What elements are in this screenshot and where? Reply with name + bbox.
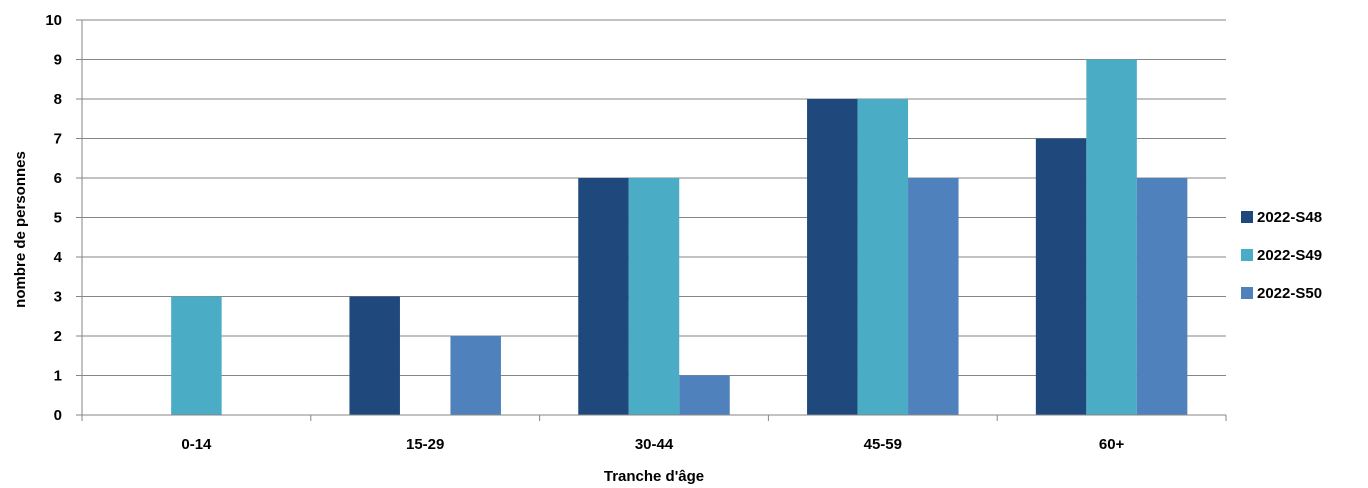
- y-tick-label: 10: [45, 12, 62, 29]
- legend-label: 2022-S48: [1257, 209, 1322, 226]
- y-tick-label: 7: [54, 131, 62, 148]
- bar: [679, 375, 730, 415]
- bar: [1136, 178, 1188, 415]
- bar: [1035, 138, 1087, 415]
- axes: [81, 20, 1227, 421]
- y-tick-label: 2: [54, 328, 62, 345]
- y-tick-label: 0: [54, 407, 62, 424]
- y-tick-label: 1: [54, 368, 62, 385]
- bars: [171, 59, 1188, 415]
- legend-label: 2022-S49: [1257, 247, 1322, 264]
- legend-swatch: [1241, 211, 1253, 223]
- bar: [908, 178, 959, 415]
- y-tick-label: 8: [54, 91, 62, 108]
- x-tick-labels: 0-14 15-29 30-44 45-59 60+: [181, 436, 1124, 453]
- x-tick-label: 0-14: [181, 436, 212, 453]
- x-tick-label: 30-44: [635, 436, 674, 453]
- bar: [578, 178, 629, 415]
- bar: [807, 99, 858, 415]
- bar: [857, 99, 909, 415]
- x-tick-label: 15-29: [406, 436, 444, 453]
- bar: [1086, 59, 1137, 415]
- legend-swatch: [1241, 249, 1253, 261]
- x-tick-label: 45-59: [864, 436, 902, 453]
- bar: [171, 296, 222, 415]
- bar: [628, 178, 680, 415]
- bar: [450, 336, 501, 415]
- y-tick-label: 4: [54, 249, 63, 266]
- y-tick-label: 5: [54, 210, 62, 227]
- y-tick-label: 9: [54, 52, 62, 69]
- legend-swatch: [1241, 287, 1253, 299]
- x-axis-title: Tranche d'âge: [604, 468, 704, 485]
- legend: 2022-S48 2022-S49 2022-S50: [1241, 209, 1322, 302]
- legend-label: 2022-S50: [1257, 285, 1322, 302]
- y-tick-labels: 0 1 2 3 4 5 6 7 8 9 10: [45, 12, 62, 424]
- y-tick-label: 6: [54, 170, 62, 187]
- x-tick-label: 60+: [1099, 436, 1125, 453]
- y-axis-title: nombre de personnes: [12, 151, 29, 308]
- y-tick-label: 3: [54, 289, 62, 306]
- bar: [349, 296, 400, 415]
